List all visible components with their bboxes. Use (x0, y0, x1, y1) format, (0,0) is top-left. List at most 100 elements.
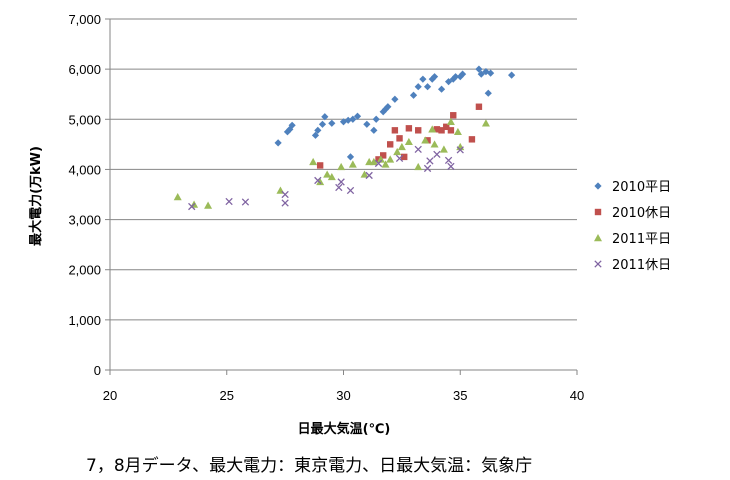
data-point (309, 157, 318, 166)
data-point (475, 65, 483, 73)
data-point (433, 126, 441, 133)
data-point (360, 170, 369, 178)
data-point (283, 128, 292, 136)
data-point (369, 157, 378, 166)
data-point (423, 83, 432, 91)
data-point (365, 171, 373, 180)
data-point (439, 145, 448, 153)
data-point (314, 176, 322, 185)
data-point (316, 162, 324, 169)
data-point (387, 141, 394, 148)
data-point (363, 120, 371, 128)
y-tick-label: 7,000 (68, 12, 101, 27)
data-point (487, 69, 495, 77)
x-tick-label: 25 (220, 388, 234, 403)
data-point (376, 155, 385, 163)
legend-label: 2010平日 (612, 180, 671, 195)
data-point (414, 145, 422, 154)
x-axis-title: 日最大気温(℃) (298, 421, 391, 437)
data-point (348, 160, 357, 168)
data-point (311, 131, 320, 139)
y-tick-label: 6,000 (68, 62, 101, 77)
data-point (346, 153, 355, 161)
legend-marker (594, 182, 602, 190)
data-point (444, 78, 453, 86)
data-point (316, 177, 325, 186)
data-point (409, 91, 418, 99)
data-points (173, 65, 516, 211)
data-point (415, 127, 422, 134)
data-point (323, 170, 332, 178)
data-point (419, 75, 427, 83)
legend-marker (594, 260, 602, 268)
data-point (475, 103, 483, 110)
data-point (372, 115, 380, 123)
data-point (321, 113, 329, 121)
data-point (391, 95, 399, 103)
data-point (444, 156, 453, 165)
data-point (386, 155, 395, 163)
data-point (393, 147, 402, 156)
data-point (424, 137, 431, 144)
data-point (443, 123, 450, 131)
data-point (337, 162, 346, 171)
data-point (346, 186, 355, 195)
data-point (405, 125, 413, 132)
data-point (458, 70, 467, 78)
data-point (484, 89, 492, 97)
data-point (414, 83, 422, 91)
data-point (204, 201, 213, 209)
data-point (468, 136, 476, 143)
series-3 (188, 145, 464, 211)
data-point (241, 198, 250, 206)
data-point (421, 136, 430, 144)
data-point (397, 142, 406, 151)
data-point (344, 116, 352, 124)
y-axis-title: 最大電力(万kW) (28, 146, 44, 246)
data-point (288, 121, 296, 129)
data-point (379, 152, 387, 159)
data-point (281, 199, 289, 207)
data-point (173, 193, 182, 201)
x-axis-tick-labels: 20 25 30 35 40 (103, 388, 584, 403)
data-point (404, 137, 413, 146)
y-tick-label: 5,000 (68, 112, 101, 127)
data-point (335, 183, 343, 192)
x-tick-label: 30 (336, 388, 350, 403)
data-point (327, 172, 336, 181)
data-point (274, 139, 282, 147)
data-point (446, 117, 455, 125)
data-point (508, 71, 516, 79)
data-point (370, 126, 378, 134)
figure-caption: 7，8月データ、最大電力：東京電力、日最大気温：気象庁 (86, 456, 533, 476)
legend-marker (594, 234, 602, 242)
series-2 (173, 117, 490, 209)
axes (105, 18, 578, 375)
data-point (328, 119, 336, 127)
data-point (414, 162, 423, 171)
data-point (430, 73, 439, 81)
data-point (281, 190, 289, 199)
data-point (381, 105, 390, 113)
legend-label: 2010休日 (612, 206, 671, 221)
data-point (188, 202, 196, 211)
data-point (423, 164, 432, 173)
data-point (318, 120, 327, 128)
data-point (481, 119, 490, 127)
data-point (349, 115, 357, 123)
data-point (353, 112, 362, 120)
data-point (428, 125, 437, 133)
data-point (384, 103, 392, 111)
y-tick-label: 1,000 (68, 313, 101, 328)
data-point (450, 112, 457, 119)
x-tick-label: 20 (103, 388, 117, 403)
data-point (314, 126, 322, 134)
x-tick-label: 35 (453, 388, 467, 403)
data-point (447, 127, 455, 134)
data-point (337, 178, 345, 186)
series-0 (274, 65, 516, 161)
data-point (438, 127, 445, 134)
y-axis-tick-labels: 0 1,000 2,000 3,000 4,000 5,000 6,000 7,000 (68, 12, 101, 378)
data-point (225, 197, 233, 206)
